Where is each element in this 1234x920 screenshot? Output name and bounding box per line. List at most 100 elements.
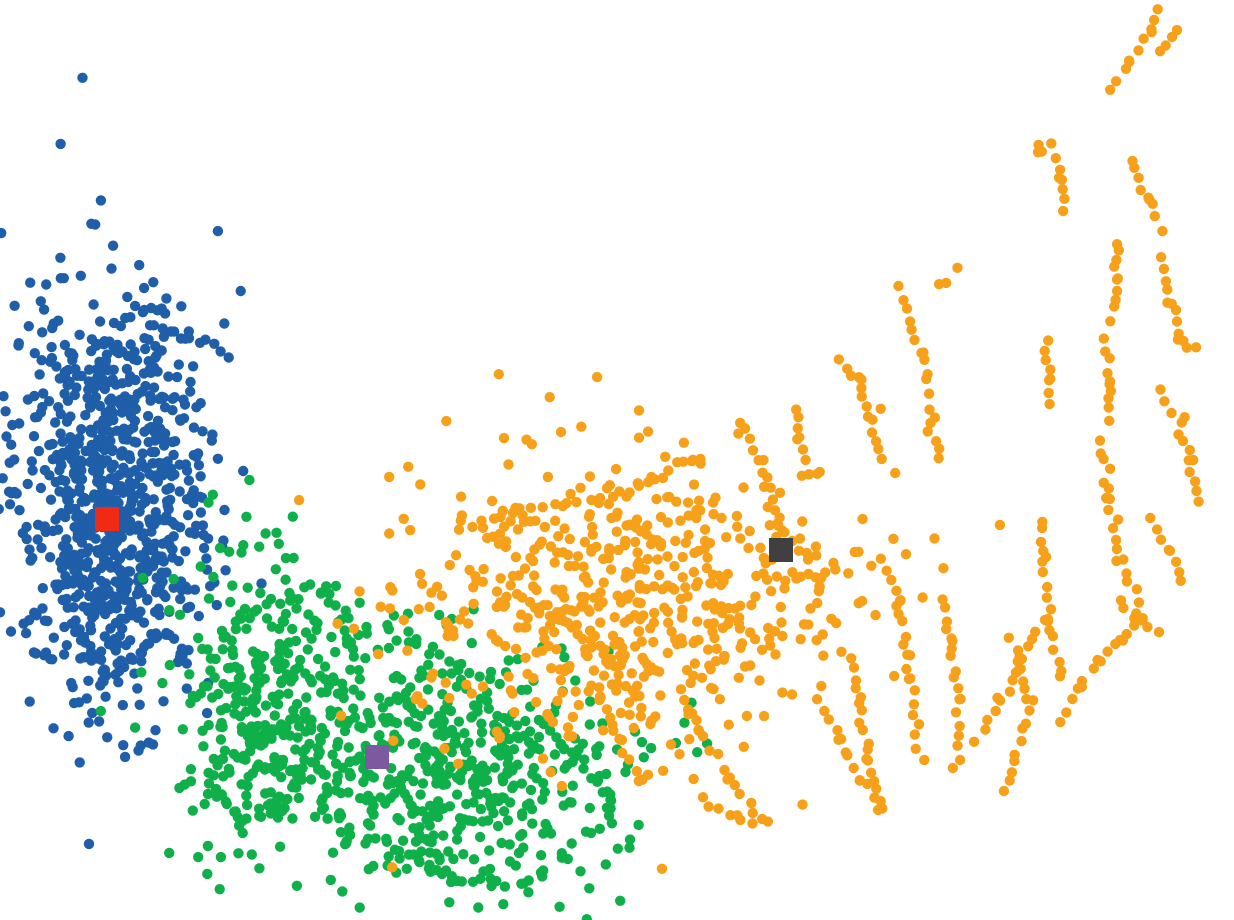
orange-cluster-point: [680, 582, 691, 593]
orange-cluster-point: [455, 491, 467, 502]
orange-cluster-point: [1035, 536, 1047, 548]
blue-cluster-point: [131, 355, 143, 366]
orange-cluster-point: [811, 550, 822, 561]
green-cluster-point: [185, 776, 197, 787]
orange-cluster-point: [891, 585, 902, 596]
blue-cluster-point: [55, 428, 66, 439]
orange-cluster-point: [601, 656, 612, 667]
blue-cluster-point: [0, 406, 11, 417]
orange-cluster-point: [947, 762, 959, 774]
blue-cluster-point: [14, 505, 25, 516]
green-cluster-point: [343, 742, 354, 753]
green-cluster-point: [443, 846, 454, 857]
orange-cluster-point: [587, 529, 598, 540]
orange-cluster-point: [1179, 412, 1190, 423]
blue-cluster-point: [32, 534, 43, 545]
blue-cluster-point: [212, 453, 224, 464]
orange-cluster-point: [732, 521, 743, 532]
orange-cluster-point: [735, 814, 746, 826]
orange-cluster-point: [871, 783, 882, 794]
green-cluster-point: [475, 803, 487, 815]
green-cluster-point: [164, 847, 175, 859]
orange-cluster-point: [466, 688, 477, 699]
orange-cluster-point: [765, 586, 777, 597]
blue-cluster-point: [185, 386, 196, 397]
green-cluster-point: [332, 736, 344, 748]
orange-cluster-point: [848, 762, 859, 774]
green-cluster-point: [202, 788, 214, 800]
orange-cluster-point: [1147, 198, 1158, 209]
blue-cluster-point: [153, 603, 164, 614]
green-cluster-point: [280, 552, 292, 564]
orange-cluster-point: [1121, 576, 1133, 587]
green-cluster-point: [291, 603, 302, 614]
green-cluster-point: [223, 763, 235, 775]
blue-cluster-point: [134, 699, 145, 710]
orange-cluster-point: [634, 626, 645, 637]
blue-cluster-point: [85, 620, 96, 631]
blue-cluster-point: [64, 555, 75, 566]
orange-cluster-point: [607, 630, 619, 641]
blue-cluster-point: [0, 227, 7, 239]
green-cluster-point: [227, 580, 238, 591]
orange-cluster-point: [293, 494, 305, 506]
blue-cluster-point: [92, 441, 103, 452]
blue-cluster-point: [90, 451, 101, 462]
orange-cluster-point: [578, 561, 589, 572]
blue-cluster-point: [37, 603, 48, 614]
orange-cluster-point: [1057, 205, 1069, 217]
orange-cluster-point: [598, 670, 610, 681]
orange-cluster-point: [648, 617, 660, 628]
orange-cluster-point: [677, 572, 688, 583]
orange-cluster-point: [1017, 723, 1028, 734]
orange-cluster-point: [1151, 524, 1163, 535]
orange-cluster-point: [493, 538, 505, 549]
orange-cluster-point: [630, 536, 641, 548]
green-cluster-point: [403, 849, 415, 860]
blue-cluster-point: [81, 693, 93, 704]
green-cluster-point: [273, 538, 284, 549]
orange-cluster-point: [950, 707, 962, 718]
blue-cluster-point: [113, 348, 125, 359]
orange-cluster-point: [1004, 686, 1016, 697]
green-cluster-point: [412, 721, 423, 732]
green-cluster-point: [214, 542, 226, 554]
blue-cluster-point: [191, 402, 202, 413]
blue-cluster-point: [166, 516, 178, 528]
orange-cluster-point: [563, 560, 575, 572]
blue-cluster-point: [145, 518, 156, 529]
orange-cluster-point: [1184, 444, 1196, 456]
orange-cluster-point: [335, 710, 347, 721]
orange-cluster-point: [1043, 375, 1055, 386]
blue-cluster-point: [105, 489, 116, 500]
green-cluster-point: [260, 700, 272, 711]
orange-cluster-point: [542, 708, 553, 720]
blue-cluster-point: [151, 572, 162, 583]
green-cluster-point: [193, 632, 204, 644]
orange-cluster-point: [767, 494, 779, 505]
blue-cluster-point: [61, 593, 72, 605]
orange-cluster-point: [774, 487, 786, 498]
green-cluster-point: [215, 705, 227, 716]
blue-cluster-point: [148, 382, 160, 393]
green-cluster-point: [287, 623, 298, 635]
orange-cluster-point: [1061, 707, 1072, 718]
orange-cluster-point: [505, 580, 516, 591]
orange-cluster-point: [797, 516, 808, 527]
green-cluster-point: [320, 769, 331, 780]
green-cluster-point: [374, 730, 385, 741]
green-cluster-point: [217, 753, 228, 764]
blue-cluster-point: [152, 415, 164, 426]
green-cluster-point: [341, 835, 352, 847]
blue-cluster-point: [137, 531, 148, 542]
green-cluster-point: [451, 789, 463, 800]
orange-cluster-point: [544, 392, 555, 403]
orange-cluster-point: [1129, 162, 1140, 173]
orange-cluster-point: [954, 720, 965, 732]
orange-cluster-point: [921, 373, 932, 385]
blue-cluster-point: [35, 296, 46, 307]
blue-cluster-point: [168, 582, 179, 593]
orange-cluster-point: [652, 554, 663, 565]
green-cluster-point: [456, 876, 467, 887]
blue-cluster-point: [181, 658, 192, 669]
